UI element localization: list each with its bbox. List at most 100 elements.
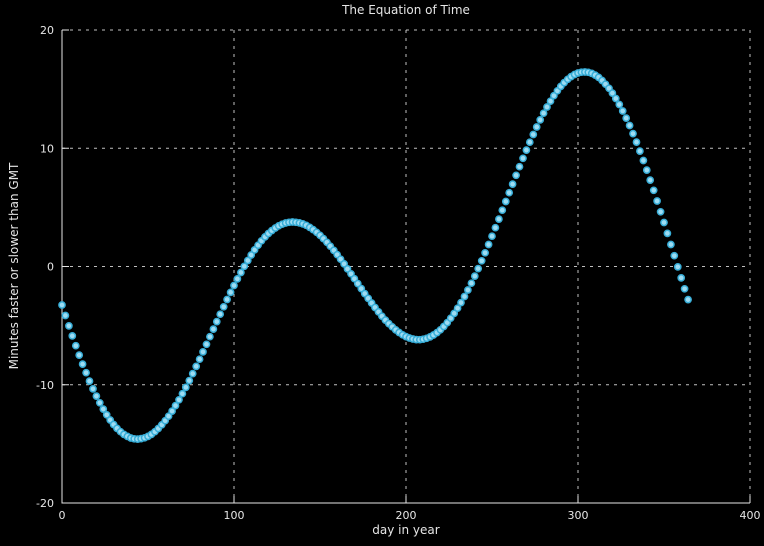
x-tick-label: 200 xyxy=(396,509,417,522)
data-point-marker xyxy=(515,162,524,171)
data-point-marker xyxy=(92,392,101,400)
x-axis-label: day in year xyxy=(372,523,440,537)
data-point-marker xyxy=(632,138,641,146)
x-tick-label: 400 xyxy=(740,509,761,522)
data-point-marker xyxy=(195,355,204,364)
data-point-marker xyxy=(61,311,70,320)
y-tick-label: 10 xyxy=(40,142,54,155)
data-point-marker xyxy=(240,262,249,271)
data-point-marker xyxy=(212,317,221,326)
x-tick-label: 100 xyxy=(224,509,245,522)
data-point-marker xyxy=(85,377,94,385)
data-point-marker xyxy=(340,260,348,268)
data-point-marker xyxy=(629,129,637,138)
data-point-marker xyxy=(89,385,97,393)
data-point-marker xyxy=(618,107,627,115)
data-point-marker xyxy=(508,180,517,188)
data-point-marker xyxy=(484,240,493,249)
data-point-marker xyxy=(660,218,668,227)
data-point-marker xyxy=(546,97,555,106)
data-point-marker xyxy=(71,341,80,350)
data-point-marker xyxy=(206,332,214,341)
data-point-marker xyxy=(58,301,66,309)
data-point-marker xyxy=(68,332,77,340)
data-point-marker xyxy=(450,309,459,318)
data-point-marker xyxy=(199,348,207,356)
data-point-marker xyxy=(243,256,252,265)
data-point-marker xyxy=(663,229,672,238)
data-point-marker xyxy=(677,274,686,282)
data-point-marker xyxy=(219,302,228,311)
y-tick-label: 20 xyxy=(40,24,54,37)
data-point-marker xyxy=(495,215,503,223)
data-point-marker xyxy=(680,284,689,293)
data-point-marker xyxy=(615,100,624,109)
data-point-marker xyxy=(608,89,617,97)
data-point-marker xyxy=(536,116,545,124)
data-point-marker xyxy=(611,94,620,103)
data-point-marker xyxy=(670,251,679,260)
data-point-marker xyxy=(498,206,507,215)
data-point-marker xyxy=(625,121,634,130)
data-point-marker xyxy=(357,284,366,293)
data-point-marker xyxy=(636,147,644,155)
data-point-marker xyxy=(188,369,197,378)
data-point-marker xyxy=(226,288,235,297)
data-point-marker xyxy=(82,368,90,377)
data-point-marker xyxy=(247,251,256,259)
data-point-marker xyxy=(230,281,238,290)
data-point-marker xyxy=(529,130,538,139)
data-point-marker xyxy=(667,240,675,249)
data-point-marker xyxy=(622,114,631,122)
data-point-marker xyxy=(65,322,73,330)
data-point-marker xyxy=(501,197,510,206)
data-point-marker xyxy=(216,310,225,319)
data-point-marker xyxy=(467,279,476,288)
data-point-marker xyxy=(539,109,548,118)
data-point-marker xyxy=(75,351,84,359)
data-point-marker xyxy=(464,286,472,294)
data-point-marker xyxy=(171,401,180,410)
x-tick-label: 300 xyxy=(568,509,589,522)
data-point-marker xyxy=(181,383,190,392)
data-point-marker xyxy=(512,171,520,180)
data-point-marker xyxy=(646,176,655,184)
data-point-marker xyxy=(519,154,527,163)
data-point-marker xyxy=(639,156,648,165)
y-tick-label: 0 xyxy=(47,261,54,274)
data-point-marker xyxy=(505,188,514,197)
data-point-marker xyxy=(532,123,541,131)
data-point-marker xyxy=(209,325,218,333)
data-point-marker xyxy=(684,295,692,304)
data-point-marker xyxy=(178,389,187,398)
data-point-marker xyxy=(453,304,462,313)
data-point-marker xyxy=(202,340,211,349)
data-point-marker xyxy=(491,223,500,232)
data-point-marker xyxy=(653,197,661,205)
data-point-marker xyxy=(237,268,245,277)
y-tick-label: -10 xyxy=(36,379,54,392)
data-point-marker xyxy=(353,279,362,288)
y-tick-label: -20 xyxy=(36,497,54,510)
data-point-marker xyxy=(192,362,201,371)
data-point-marker xyxy=(522,146,531,154)
data-point-marker xyxy=(656,207,665,216)
data-point-marker xyxy=(233,275,242,283)
data-point-marker xyxy=(481,248,489,257)
axis-border xyxy=(61,30,750,504)
data-point-marker xyxy=(168,407,176,415)
data-point-marker xyxy=(474,264,483,273)
data-point-marker xyxy=(477,256,486,265)
x-tick-label: 0 xyxy=(59,509,66,522)
data-point-marker xyxy=(102,410,111,419)
data-point-marker xyxy=(460,292,469,301)
data-point-marker xyxy=(488,232,496,241)
data-point-marker xyxy=(185,376,194,385)
data-point-marker xyxy=(642,166,651,174)
data-point-marker xyxy=(470,272,479,280)
data-point-marker xyxy=(223,295,231,304)
data-point-marker xyxy=(95,398,104,407)
data-point-marker xyxy=(175,395,183,404)
